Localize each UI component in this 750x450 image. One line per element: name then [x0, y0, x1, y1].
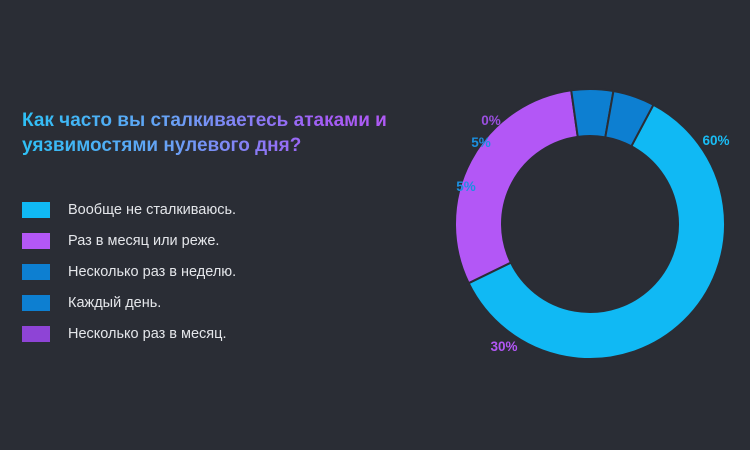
legend-item: Несколько раз в неделю. [22, 256, 342, 287]
donut-slice [467, 103, 726, 360]
legend-label: Несколько раз в месяц. [68, 325, 227, 342]
legend-swatch [22, 263, 50, 280]
donut-slice [604, 89, 655, 148]
chart-title: Как часто вы сталкиваетесь атаками и уяз… [22, 108, 402, 158]
data-label: 5% [456, 179, 476, 194]
legend-label: Каждый день. [68, 294, 162, 311]
legend-item: Раз в месяц или реже. [22, 225, 342, 256]
legend-label: Раз в месяц или реже. [68, 232, 220, 249]
data-label: 30% [490, 339, 517, 354]
data-label: 5% [471, 135, 491, 150]
legend-label: Несколько раз в неделю. [68, 263, 237, 280]
data-label: 60% [702, 133, 729, 148]
legend-item: Несколько раз в месяц. [22, 318, 342, 349]
legend-swatch [22, 232, 50, 249]
legend-swatch [22, 201, 50, 218]
data-label: 0% [481, 113, 501, 128]
legend-item: Каждый день. [22, 287, 342, 318]
legend-swatch [22, 294, 50, 311]
legend: Вообще не сталкиваюсь. Раз в месяц или р… [22, 194, 342, 349]
donut-slice [454, 89, 579, 285]
legend-item: Вообще не сталкиваюсь. [22, 194, 342, 225]
legend-label: Вообще не сталкиваюсь. [68, 201, 237, 218]
legend-swatch [22, 325, 50, 342]
